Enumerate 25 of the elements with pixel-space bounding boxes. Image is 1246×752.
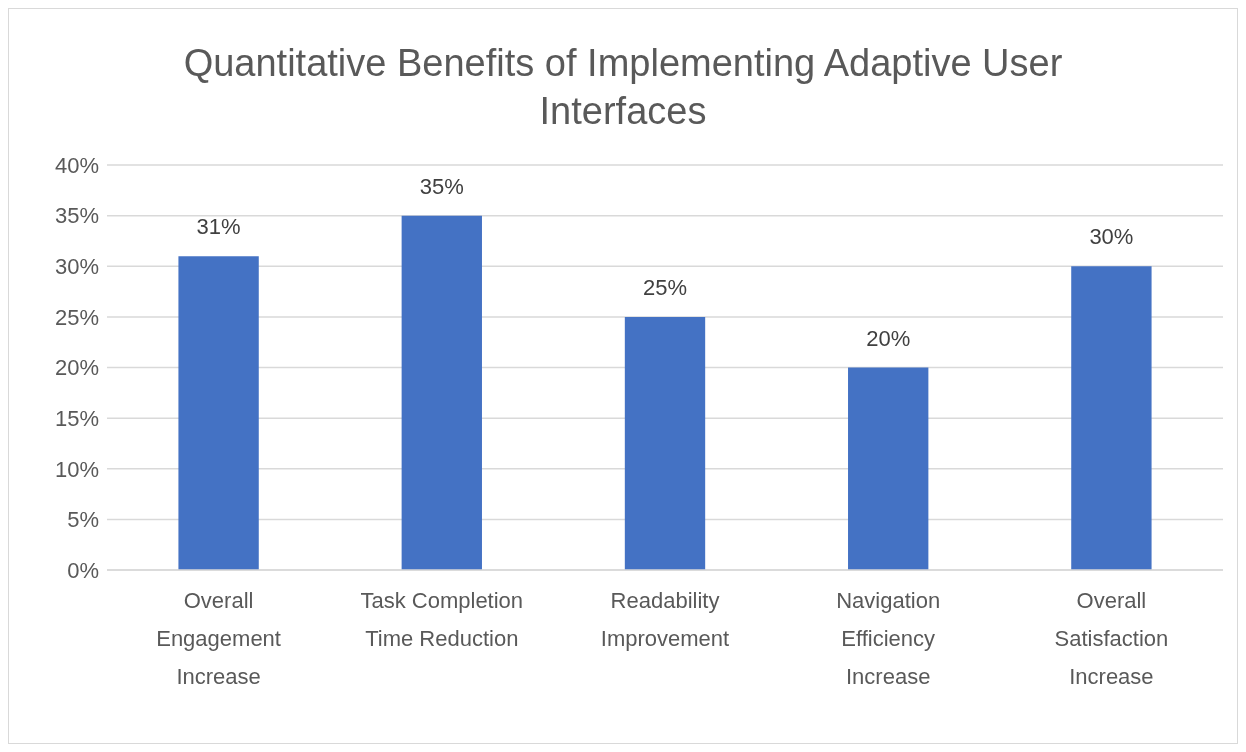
chart-title: Quantitative Benefits of Implementing Adaptive User Interfaces <box>182 41 1064 134</box>
y-tick-label: 0% <box>67 557 99 583</box>
bar <box>178 256 259 570</box>
y-tick-label: 25% <box>54 304 99 330</box>
data-label: 30% <box>1089 224 1134 250</box>
bar <box>624 316 706 570</box>
y-tick-label: 10% <box>54 456 99 482</box>
data-label: 31% <box>196 214 241 240</box>
y-tick-label: 15% <box>54 405 99 431</box>
x-tick-label: Overall Satisfaction Increase <box>1054 588 1169 689</box>
y-tick-label: 40% <box>54 152 99 178</box>
data-label: 20% <box>866 325 911 351</box>
data-label: 25% <box>642 274 688 300</box>
x-tick-label: Readability Improvement <box>600 588 730 651</box>
x-tick-label: Overall Engagement Increase <box>156 588 281 689</box>
bar <box>848 367 929 570</box>
y-tick-label: 20% <box>54 355 99 381</box>
bar <box>1071 266 1152 570</box>
y-tick-label: 35% <box>54 203 99 229</box>
x-tick-label: Task Completion Time Reduction <box>360 588 524 651</box>
bar <box>401 215 482 570</box>
x-tick-label: Navigation Efficiency Increase <box>836 588 941 689</box>
data-label: 35% <box>419 173 464 199</box>
y-tick-label: 30% <box>54 254 99 280</box>
y-tick-label: 5% <box>67 507 99 533</box>
